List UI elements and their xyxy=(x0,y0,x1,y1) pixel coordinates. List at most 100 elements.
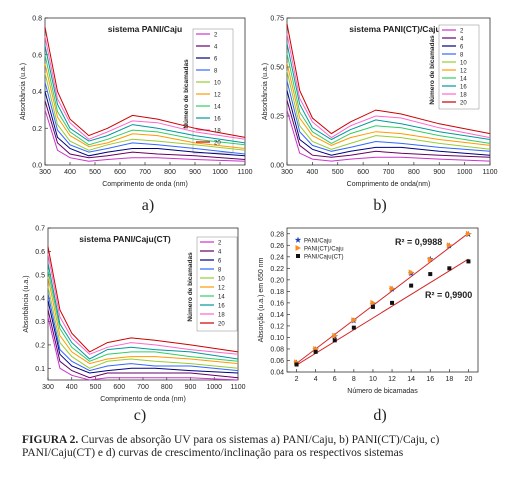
y-tick-label: 0.6 xyxy=(35,249,45,256)
legend-label: 8 xyxy=(214,69,218,75)
x-tick-label: 8 xyxy=(352,376,356,383)
y-tick-label: 0.7 xyxy=(35,226,45,233)
y-tick-label: 0.4 xyxy=(35,296,45,303)
chart-title: sistema PANI(CT)/Caju xyxy=(349,24,440,34)
legend-label: 4 xyxy=(460,37,464,43)
marker xyxy=(389,285,396,292)
legend-label: 4 xyxy=(214,45,218,51)
y-tick-label: 0.10 xyxy=(270,335,284,342)
x-tick-label: 300 xyxy=(281,169,293,176)
fit-label: R² = 0,9988 xyxy=(395,237,442,247)
x-tick-label: 800 xyxy=(408,169,420,176)
spectrum-line xyxy=(44,36,246,140)
x-tick-label: 600 xyxy=(114,169,126,176)
spectrum-line xyxy=(44,54,246,146)
x-tick-label: 400 xyxy=(307,169,319,176)
x-axis-label: Comprimento de onda (nm) xyxy=(100,396,186,403)
x-tick-label: 12 xyxy=(388,376,396,383)
y-tick-label: 0.3 xyxy=(35,319,45,326)
marker xyxy=(313,349,318,354)
spectrum-line xyxy=(44,63,246,149)
legend-label: 10 xyxy=(214,81,221,87)
legend-label: 2 xyxy=(218,241,222,247)
x-tick-label: 6 xyxy=(333,376,337,383)
fit-line xyxy=(296,232,469,364)
legend-label: 8 xyxy=(460,53,464,59)
x-tick-label: 1100 xyxy=(230,384,245,391)
y-axis-label: Absorbância (u.a.) xyxy=(23,275,30,332)
x-tick-label: 500 xyxy=(332,169,344,176)
marker xyxy=(428,272,433,277)
y-tick-label: 0.06 xyxy=(270,358,284,365)
legend-label: PANI(CT)/Caju xyxy=(304,247,344,253)
spectrum-line xyxy=(286,100,491,158)
spectrum-line xyxy=(286,62,491,146)
spectrum-line xyxy=(44,27,246,138)
legend-label: 2 xyxy=(460,29,464,35)
spectrum-line xyxy=(286,33,491,139)
spectrum-line xyxy=(47,316,239,381)
legend-label: PANI/Caju(CT) xyxy=(304,255,344,261)
marker xyxy=(447,266,452,271)
y-tick-label: 0.28 xyxy=(270,231,284,238)
spectrum-line xyxy=(44,100,246,160)
panel-label: b) xyxy=(373,197,386,214)
legend-label: 6 xyxy=(214,57,218,63)
x-tick-label: 10 xyxy=(369,376,377,383)
caption: FIGURA 2. Curvas de absorção UV para os … xyxy=(22,434,506,460)
marker xyxy=(294,362,299,367)
x-tick-label: 400 xyxy=(64,169,76,176)
legend-label: 14 xyxy=(214,105,221,111)
x-tick-label: 800 xyxy=(164,169,176,176)
spectrum-line xyxy=(47,277,239,365)
y-tick-label: 0.2 xyxy=(35,342,45,349)
plot-frame xyxy=(286,227,479,373)
legend-swatch xyxy=(295,245,301,251)
legend-label: 6 xyxy=(218,259,222,265)
y-tick-label: 0.6 xyxy=(32,52,42,59)
y-axis-label: Absorbância (u.a.) xyxy=(262,63,269,120)
y-tick-label: 0.4 xyxy=(32,89,42,96)
y-tick-label: 0.14 xyxy=(270,312,284,319)
x-tick-label: 1000 xyxy=(457,169,473,176)
x-tick-label: 20 xyxy=(465,376,473,383)
spectrum-line xyxy=(47,300,239,374)
legend-label: 16 xyxy=(460,85,467,91)
spectrum-line xyxy=(44,45,246,144)
panel-label: d) xyxy=(373,407,386,424)
spectrum-line xyxy=(286,90,491,156)
legend-box xyxy=(438,24,480,110)
legend-label: 4 xyxy=(218,250,222,256)
x-tick-label: 500 xyxy=(90,384,102,391)
x-axis-label: Comprimento de onda (nm) xyxy=(102,181,188,188)
spectrum-line xyxy=(286,43,491,141)
spectrum-line xyxy=(47,270,239,362)
marker xyxy=(390,300,395,305)
y-tick-label: 0.50 xyxy=(270,65,284,72)
spectrum-line xyxy=(286,53,491,144)
spectrum-line xyxy=(286,23,491,135)
y-tick-label: 0.25 xyxy=(270,114,284,121)
x-tick-label: 400 xyxy=(66,384,78,391)
marker xyxy=(332,338,337,343)
x-tick-label: 900 xyxy=(185,384,197,391)
spectrum-line xyxy=(44,82,246,155)
spectrum-line xyxy=(44,109,246,162)
x-tick-label: 800 xyxy=(161,384,173,391)
x-tick-label: 700 xyxy=(139,169,151,176)
marker xyxy=(465,230,472,237)
marker xyxy=(351,317,357,324)
marker xyxy=(446,242,453,249)
y-tick-label: 0.22 xyxy=(270,266,284,273)
legend-label: 12 xyxy=(214,93,221,99)
y-tick-label: 0.20 xyxy=(270,277,284,284)
fit-line xyxy=(296,258,469,366)
x-tick-label: 2 xyxy=(295,376,299,383)
legend-label: 18 xyxy=(214,129,221,135)
y-tick-label: 0.12 xyxy=(270,323,284,330)
legend-label: 8 xyxy=(218,268,222,274)
x-tick-label: 1100 xyxy=(237,169,252,176)
marker xyxy=(351,325,356,330)
spectrum-line xyxy=(47,246,239,353)
